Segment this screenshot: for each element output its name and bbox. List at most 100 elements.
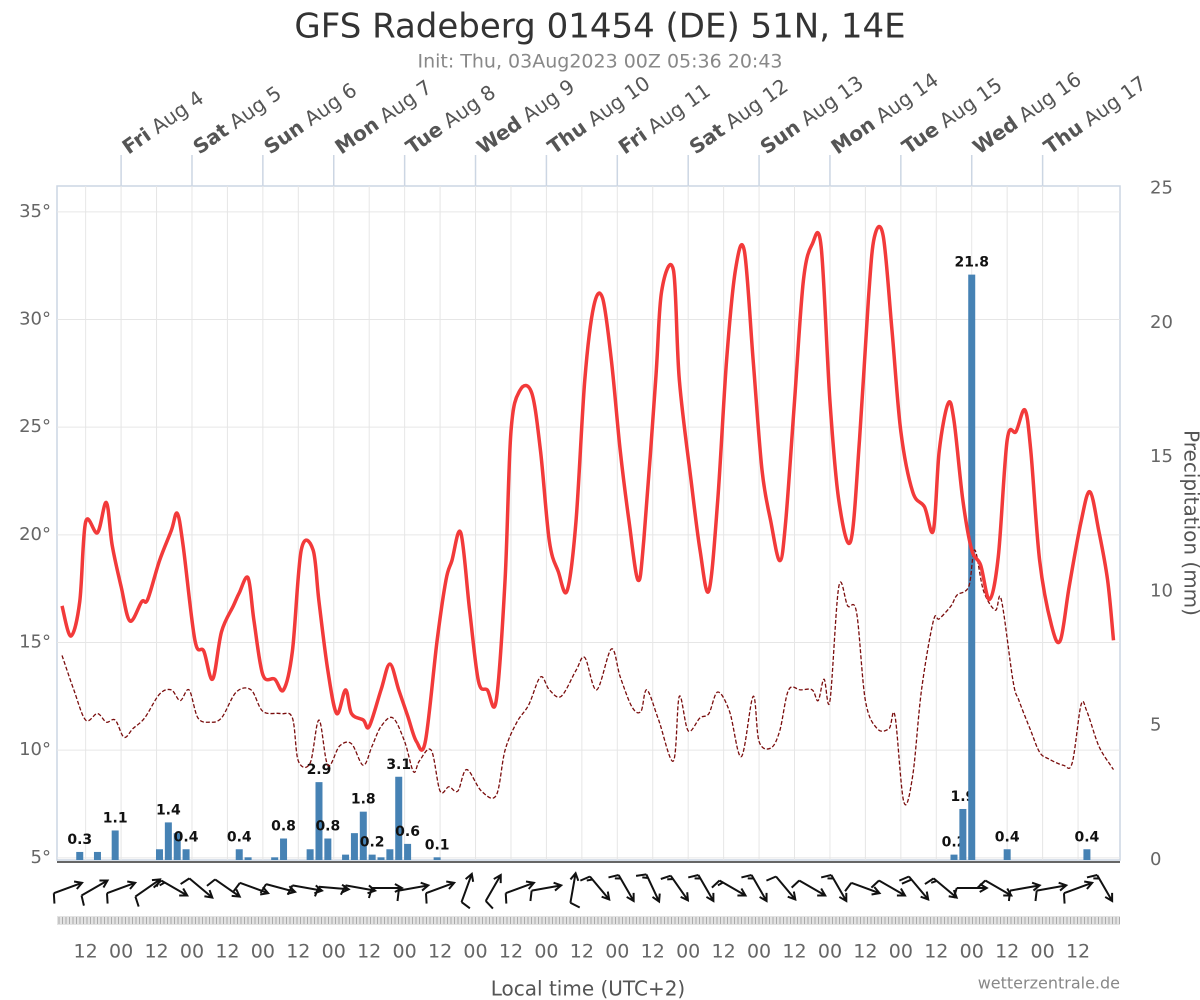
- precip-label: 0.4: [174, 829, 199, 845]
- wind-strip: [57, 916, 1120, 925]
- x-tick-label: 00: [109, 941, 133, 963]
- wind-barb: [52, 880, 84, 904]
- precip-bar: [342, 854, 350, 860]
- x-tick-label: 12: [782, 941, 806, 963]
- wind-barb: [180, 877, 214, 899]
- dewpoint-line: [61, 549, 1115, 806]
- precip-bar: [164, 822, 172, 860]
- wind-barb: [152, 879, 189, 897]
- x-tick-label: 00: [818, 941, 842, 963]
- y2-tick-label: 25: [1150, 178, 1173, 199]
- date: Aug 9: [517, 74, 578, 127]
- wind-barb: [977, 879, 1014, 897]
- wind-barb: [608, 874, 635, 903]
- y-tick-label: 20°: [19, 524, 51, 545]
- precip-bar: [377, 857, 385, 860]
- precip-bar: [350, 833, 358, 860]
- x-tick-label: 12: [144, 941, 168, 963]
- date: Aug 7: [374, 74, 435, 127]
- chart-subtitle: Init: Thu, 03Aug2023 00Z 05:36 20:43: [417, 51, 782, 73]
- x-tick-label: 00: [605, 941, 629, 963]
- weekday: Mon: [826, 111, 879, 158]
- weekday: Thu: [1039, 115, 1087, 159]
- x-axis-title: Local time (UTC+2): [491, 977, 685, 1000]
- x-tick-label: 00: [960, 941, 984, 963]
- wind-barb: [870, 879, 907, 897]
- x-tick-label: 12: [286, 941, 310, 963]
- precip-label: 0.6: [395, 824, 420, 840]
- precip-bar: [395, 776, 403, 860]
- weekday: Sat: [684, 117, 729, 158]
- precip-bar: [173, 833, 181, 860]
- precip-bar: [433, 857, 441, 860]
- wind-barb: [579, 875, 611, 902]
- precip-bar: [315, 782, 323, 860]
- y2-tick-label: 0: [1150, 849, 1161, 870]
- wind-barb: [1007, 881, 1042, 902]
- x-tick-label: 00: [1031, 941, 1055, 963]
- y-tick-label: 5°: [31, 847, 51, 868]
- x-tick-label: 12: [641, 941, 665, 963]
- precip-bar: [244, 857, 252, 860]
- x-tick-label: 00: [747, 941, 771, 963]
- date: Aug 6: [299, 77, 360, 130]
- x-tick-label: 12: [924, 941, 948, 963]
- wind-barb: [484, 873, 502, 910]
- wind-barb: [952, 883, 989, 899]
- date: Aug 17: [1079, 70, 1151, 130]
- wind-barb: [460, 872, 475, 910]
- y-tick-label: 35°: [19, 201, 51, 222]
- wind-barb: [569, 871, 581, 909]
- weekday: Thu: [543, 115, 591, 159]
- x-tick-label: 00: [463, 941, 487, 963]
- weekday: Sun: [259, 114, 308, 158]
- precip-label: 0.4: [1075, 829, 1100, 845]
- credit: wetterzentrale.de: [978, 974, 1120, 993]
- y-tick-label: 25°: [19, 416, 51, 437]
- precip-label: 0.4: [227, 829, 252, 845]
- x-tick-label: 00: [889, 941, 913, 963]
- precip-label: 0.8: [271, 819, 296, 835]
- precip-label: 1.8: [351, 792, 376, 808]
- precip-label: 0.1: [425, 837, 450, 853]
- precip-label: 0.3: [67, 832, 92, 848]
- precip-bar: [93, 851, 101, 860]
- x-tick-label: 00: [251, 941, 275, 963]
- wind-barb: [1034, 881, 1069, 902]
- wind-barb: [424, 880, 457, 904]
- wind-barb: [766, 875, 797, 902]
- wind-barb: [688, 874, 715, 903]
- x-tick-label: 00: [676, 941, 700, 963]
- precip-bar: [404, 843, 412, 860]
- y2-tick-label: 10: [1150, 580, 1173, 601]
- precip-bar: [1003, 849, 1011, 860]
- wind-barb: [396, 881, 431, 902]
- precip-bar: [359, 811, 367, 860]
- precip-bar: [386, 849, 394, 860]
- weekday: Mon: [330, 111, 383, 158]
- precip-label: 0.4: [995, 829, 1020, 845]
- wind-barb: [1086, 874, 1114, 903]
- precip-bar: [306, 849, 314, 860]
- wind-barb: [529, 881, 564, 902]
- precip-label: 21.8: [954, 255, 989, 271]
- precip-bar: [959, 808, 967, 860]
- precip-label: 0.8: [315, 819, 340, 835]
- weekday: Sat: [188, 117, 233, 158]
- temperature-line: [60, 224, 1116, 752]
- precip-bar: [76, 851, 84, 860]
- wind-barb: [660, 874, 690, 902]
- x-tick-label: 00: [534, 941, 558, 963]
- wind-barb: [232, 881, 270, 896]
- precip-bar: [155, 849, 163, 860]
- wind-barb: [134, 878, 162, 907]
- wind-barb: [844, 881, 882, 896]
- wind-barb: [206, 878, 242, 898]
- precip-bar: [324, 838, 332, 860]
- date: Aug 8: [438, 79, 499, 132]
- x-tick-label: 00: [180, 941, 204, 963]
- precip-label: 2.9: [307, 762, 332, 778]
- wind-barb: [820, 874, 848, 903]
- x-tick-label: 12: [995, 941, 1019, 963]
